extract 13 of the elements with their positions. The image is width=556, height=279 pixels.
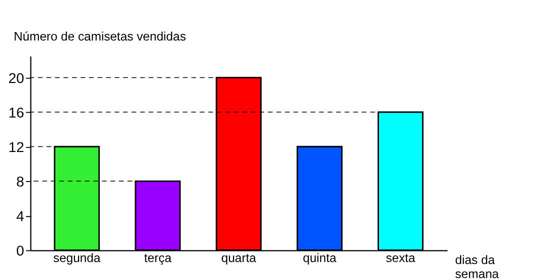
y-axis-title: Número de camisetas vendidas [14,29,186,44]
x-axis-title: dias da semana [455,252,500,279]
y-tick-label: 4 [16,208,24,225]
y-tick-label: 16 [8,105,24,122]
y-tick-label: 12 [8,140,24,156]
x-tick-label: sexta [386,251,416,266]
y-tick-label: 20 [8,70,24,87]
x-tick-label: quarta [221,251,256,266]
x-tick-label: terça [144,251,172,266]
y-tick-label: 0 [16,243,24,260]
y-tick-label: 8 [16,174,24,190]
x-tick-label: quinta [302,251,337,266]
x-tick-label: segunda [53,251,101,266]
